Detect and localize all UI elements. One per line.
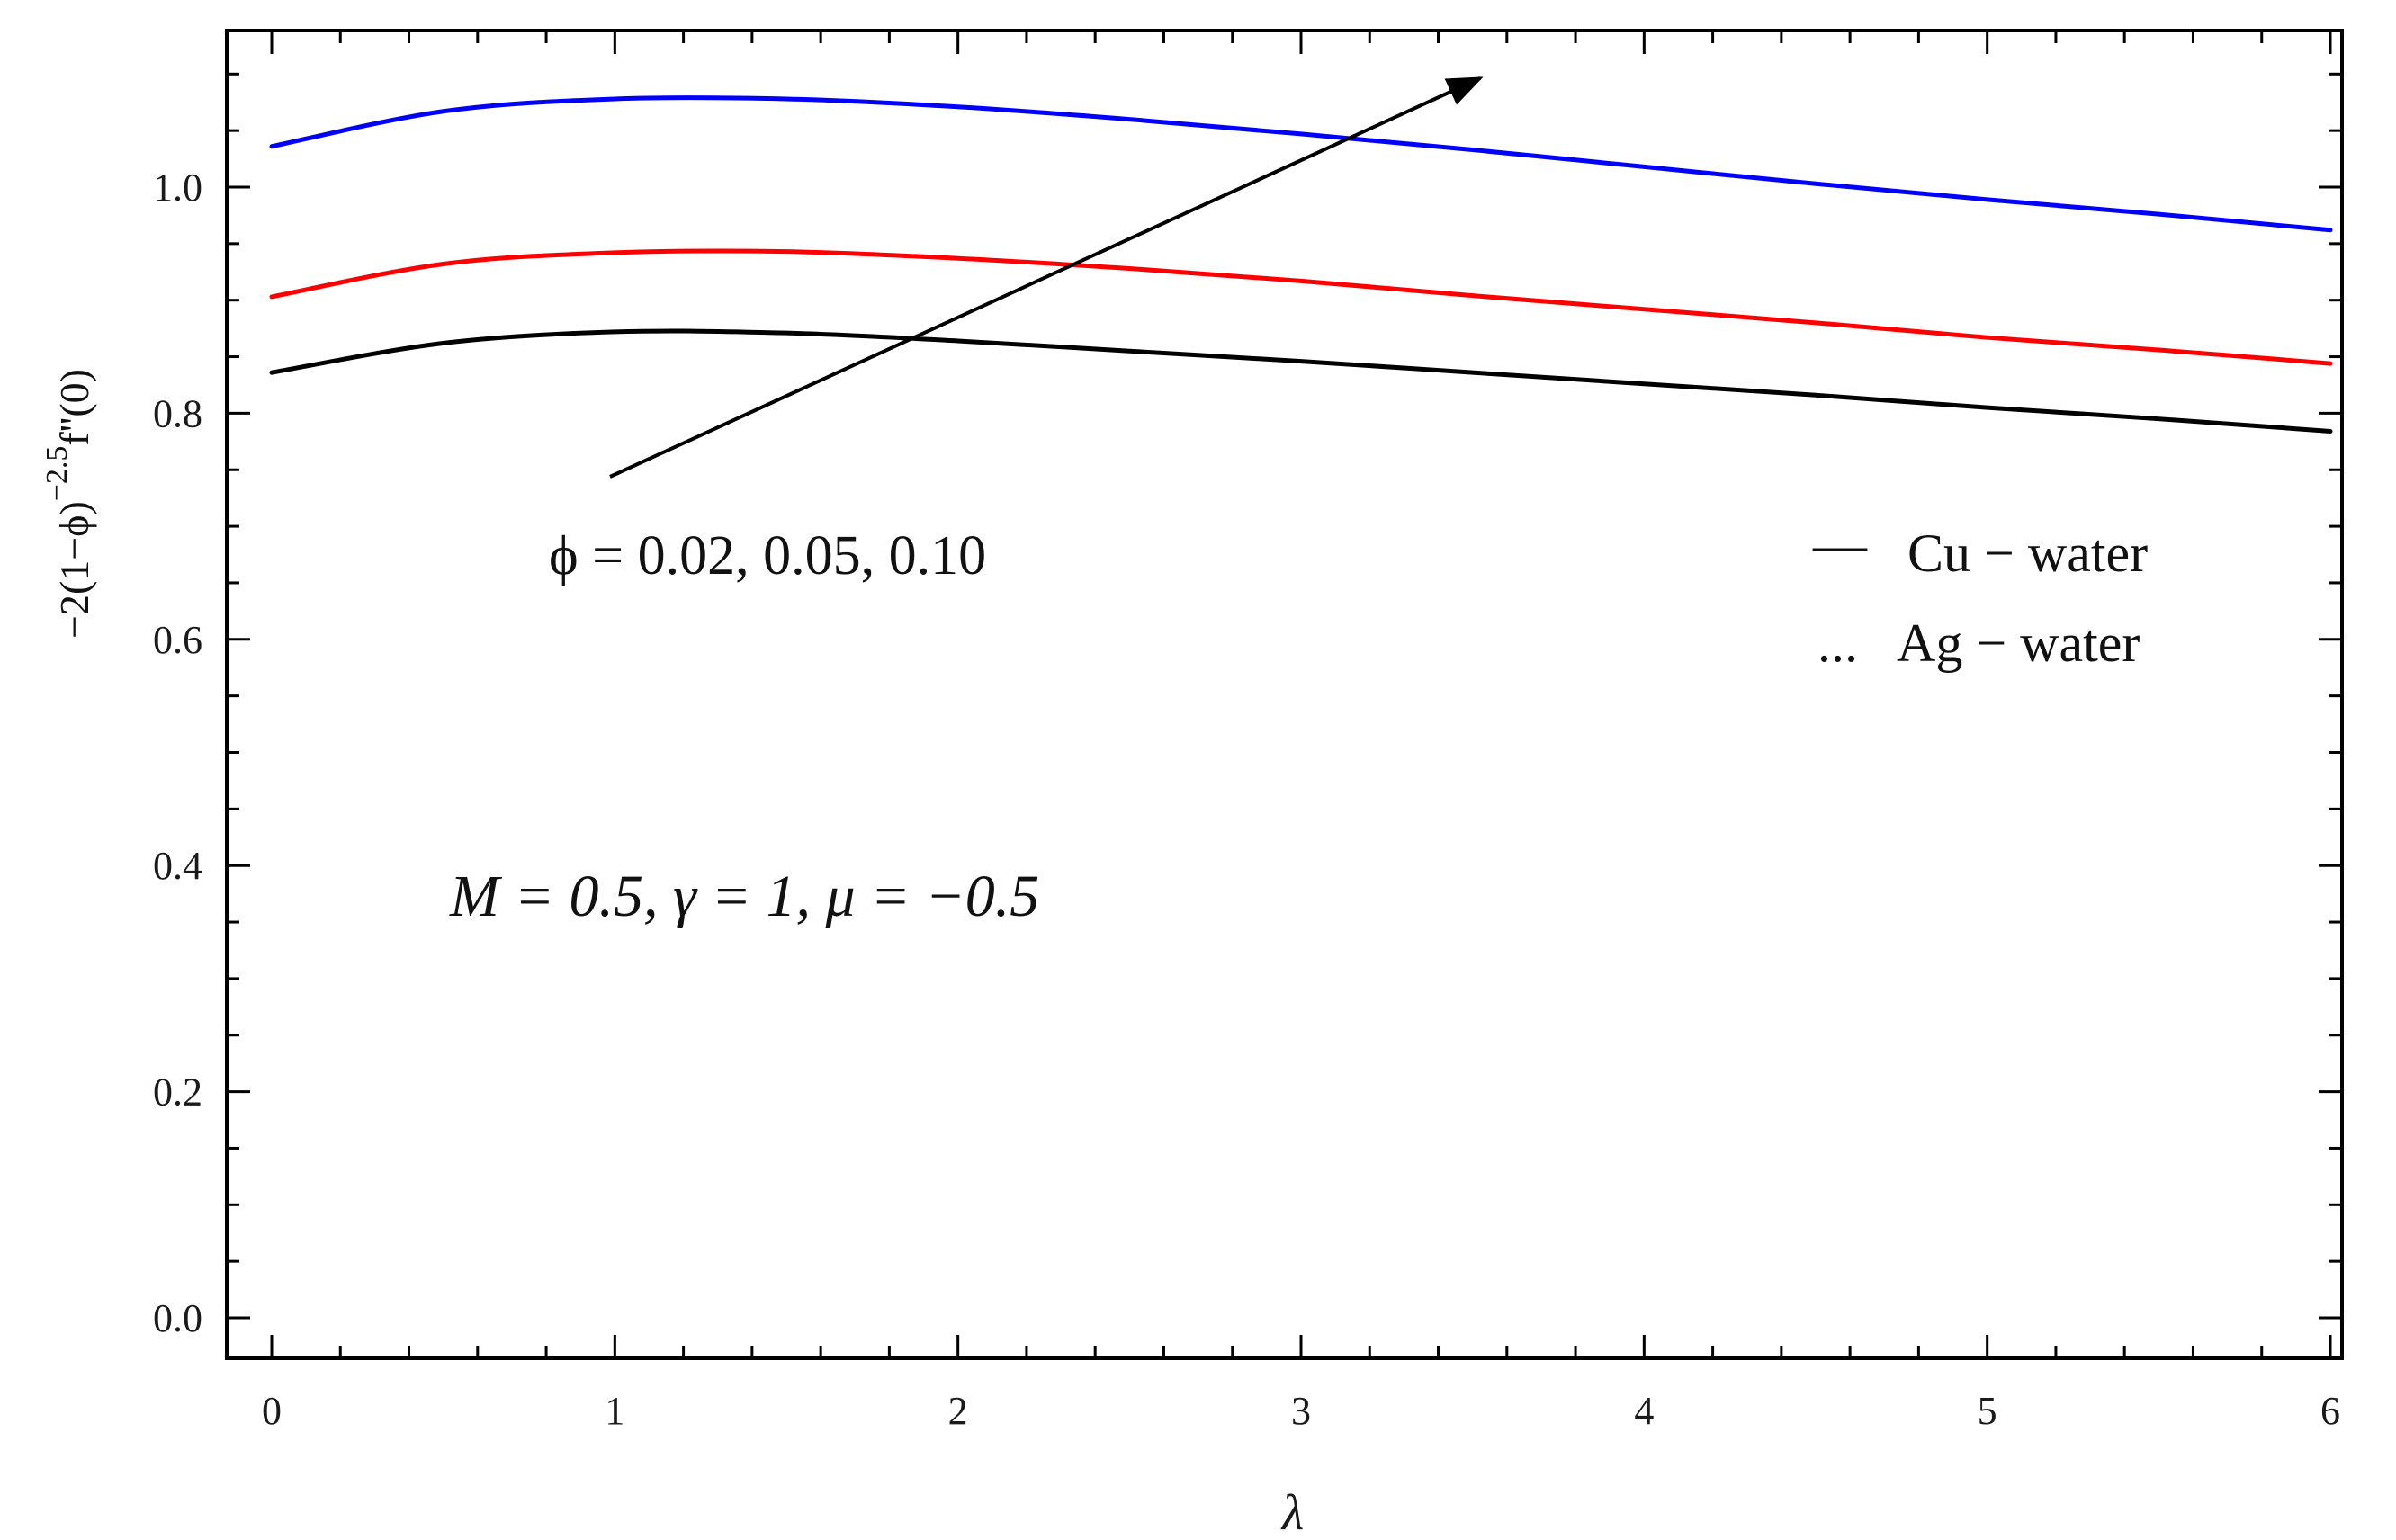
series-lines (269, 95, 2333, 434)
legend: — Cu − water ... Ag − water (1812, 515, 2148, 673)
legend-label-ag: Ag − water (1897, 613, 2140, 673)
series-line-1 (269, 328, 2333, 434)
phi-values-label: ϕ = 0.02, 0.05, 0.10 (549, 525, 986, 586)
series-line-2 (269, 248, 2333, 366)
x-tick-label: 5 (1978, 1389, 1997, 1433)
x-tick-label: 6 (2320, 1389, 2340, 1433)
axis-ticks (227, 31, 2342, 1358)
y-axis-label-main: −2(1−ϕ) (51, 501, 97, 639)
y-tick-label: 0.6 (153, 618, 202, 662)
x-tick-label: 3 (1291, 1389, 1311, 1433)
y-axis-label-exponent: −2.5 (40, 446, 74, 502)
y-tick-label: 0.2 (153, 1070, 202, 1115)
plot-frame (225, 29, 2344, 1360)
x-tick-label: 0 (262, 1389, 282, 1433)
svg-text:−2(1−ϕ)−2.5f''(0): −2(1−ϕ)−2.5f''(0) (40, 369, 97, 639)
legend-label-cu: Cu − water (1907, 524, 2148, 583)
legend-marker-cu: — (1812, 515, 1868, 574)
x-tick-labels: 0 1 2 3 4 5 6 (262, 1389, 2340, 1433)
x-tick-label: 1 (605, 1389, 624, 1433)
x-tick-label: 2 (948, 1389, 968, 1433)
y-axis-label-tail: f''(0) (51, 369, 97, 446)
series-line-3 (269, 95, 2333, 233)
phi-increase-arrow (609, 76, 1484, 479)
x-tick-label: 4 (1634, 1389, 1654, 1433)
y-tick-label: 1.0 (153, 166, 202, 210)
y-tick-label: 0.8 (153, 391, 202, 435)
x-axis-label: λ (1280, 1485, 1304, 1540)
y-tick-labels: 0.0 0.2 0.4 0.6 0.8 1.0 (153, 166, 202, 1340)
parameters-label: M = 0.5, γ = 1, μ = −0.5 (449, 864, 1039, 929)
legend-marker-ag: ... (1817, 613, 1858, 673)
y-tick-label: 0.0 (153, 1296, 202, 1340)
y-axis-label: −2(1−ϕ)−2.5f''(0) (40, 369, 97, 639)
y-tick-label: 0.4 (153, 844, 202, 888)
